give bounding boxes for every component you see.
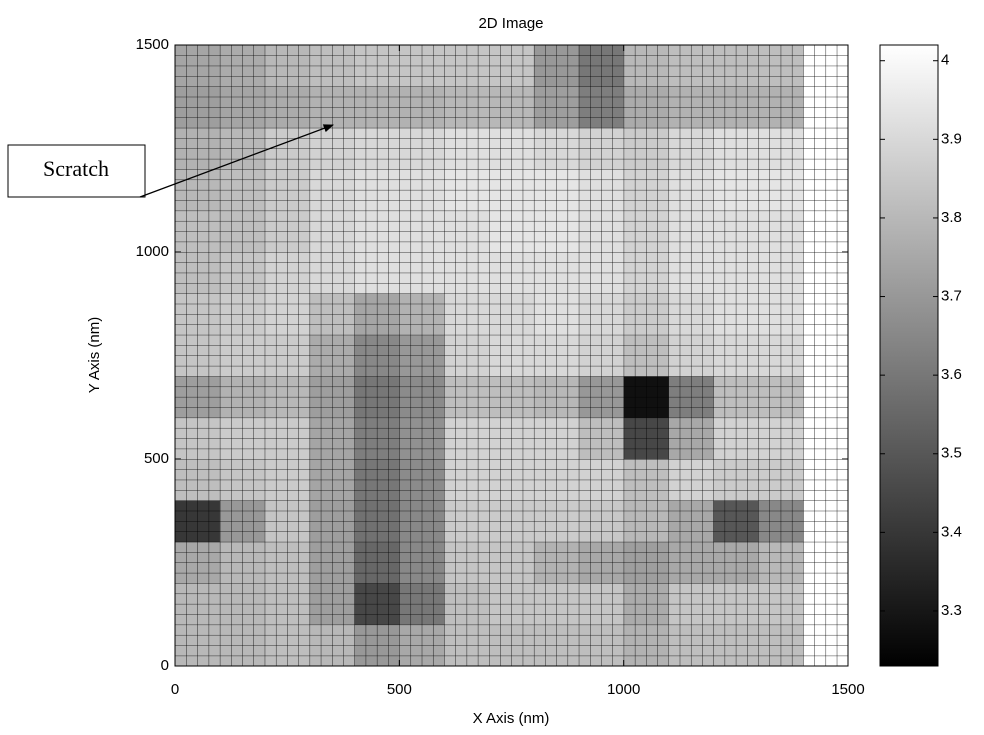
colorbar-tick-label: 4 (941, 52, 949, 69)
colorbar-tick-label: 3.5 (941, 445, 962, 462)
colorbar-tick-label: 3.3 (941, 602, 962, 619)
y-tick-label: 0 (161, 657, 169, 674)
y-axis-label: Y Axis (nm) (86, 317, 103, 393)
colorbar-tick-label: 3.7 (941, 288, 962, 305)
annotation: Scratch (43, 156, 109, 181)
plot-frame (174, 44, 849, 667)
x-axis-label: X Axis (nm) (473, 710, 550, 727)
colorbar-tick-label: 3.4 (941, 523, 962, 540)
chart-title: 2D Image (478, 15, 543, 32)
annotation-box (7, 144, 146, 198)
colorbar-tick-label: 3.6 (941, 366, 962, 383)
y-tick-label: 1500 (136, 36, 169, 53)
colorbar-tick-label: 3.9 (941, 130, 962, 147)
x-tick-label: 500 (387, 681, 412, 698)
colorbar-tick-label: 3.8 (941, 209, 962, 226)
y-tick-label: 1000 (136, 243, 169, 260)
x-tick-label: 1500 (831, 681, 864, 698)
y-tick-label: 500 (144, 450, 169, 467)
colorbar (879, 44, 939, 667)
cell-grid (175, 45, 848, 666)
annotation-arrow (139, 124, 334, 198)
x-tick-label: 0 (171, 681, 179, 698)
x-tick-label: 1000 (607, 681, 640, 698)
